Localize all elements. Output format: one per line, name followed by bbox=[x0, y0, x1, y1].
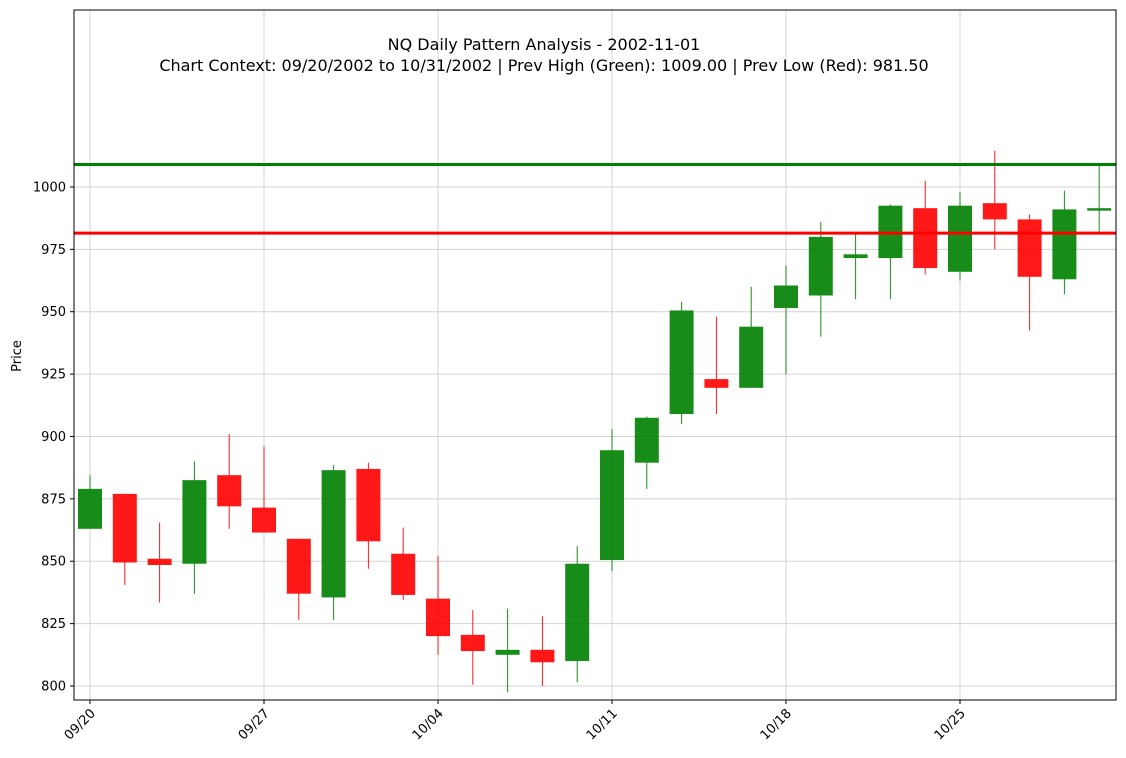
y-tick-label: 850 bbox=[41, 555, 66, 570]
candle bbox=[78, 475, 102, 529]
candle-body bbox=[321, 470, 346, 598]
y-axis: 800 825 850 875 900 925 950 975 1000 bbox=[33, 180, 74, 695]
y-tick-label: 1000 bbox=[33, 180, 66, 195]
x-tick-label: 09/20 bbox=[62, 706, 99, 743]
chart-title: NQ Daily Pattern Analysis - 2002-11-01 bbox=[388, 35, 701, 54]
reference-lines bbox=[74, 163, 1116, 235]
x-axis: 09/20 09/27 10/04 10/11 10/18 10/25 bbox=[62, 700, 969, 743]
candle-body bbox=[739, 326, 764, 388]
chart-subtitle: Chart Context: 09/20/2002 to 10/31/2002 … bbox=[159, 56, 928, 75]
candle-body bbox=[565, 563, 590, 662]
candle-body bbox=[356, 468, 381, 542]
candle bbox=[878, 204, 903, 300]
candle bbox=[634, 416, 659, 489]
y-tick-label: 950 bbox=[41, 305, 66, 320]
candle bbox=[948, 191, 972, 281]
y-tick-label: 800 bbox=[41, 680, 66, 695]
candle-body bbox=[530, 649, 555, 663]
candle-body bbox=[78, 488, 102, 529]
candle bbox=[356, 462, 381, 569]
y-tick-label: 825 bbox=[41, 617, 66, 632]
candle-body bbox=[1052, 209, 1077, 280]
candle bbox=[774, 265, 798, 375]
candle-body bbox=[217, 475, 242, 507]
y-axis-label: Price bbox=[10, 340, 25, 372]
candle bbox=[843, 234, 868, 300]
candle bbox=[321, 465, 346, 620]
x-tick-label: 10/04 bbox=[410, 706, 447, 743]
candle-body bbox=[982, 203, 1007, 220]
candle bbox=[391, 527, 416, 600]
candle bbox=[182, 461, 207, 594]
grid bbox=[74, 10, 1116, 700]
candle-body bbox=[948, 205, 972, 272]
candle-body bbox=[1087, 208, 1112, 211]
plot-frame bbox=[73, 9, 1117, 701]
candle bbox=[669, 301, 694, 425]
candle bbox=[147, 522, 172, 603]
candle bbox=[808, 221, 833, 337]
candle-body bbox=[913, 208, 938, 269]
y-tick-label: 975 bbox=[41, 243, 66, 258]
candle bbox=[530, 616, 555, 686]
candle bbox=[913, 180, 938, 275]
candle bbox=[252, 446, 276, 533]
candle-body bbox=[426, 598, 450, 637]
candle bbox=[286, 538, 311, 620]
candle-body bbox=[669, 310, 694, 415]
candle-body bbox=[843, 254, 868, 259]
candle bbox=[1017, 214, 1042, 331]
y-tick-label: 925 bbox=[41, 368, 66, 383]
candle-body bbox=[704, 379, 729, 388]
x-tick-label: 10/25 bbox=[932, 706, 969, 743]
candle bbox=[565, 546, 590, 683]
candle bbox=[1087, 164, 1112, 234]
candle-body bbox=[460, 634, 485, 652]
candle-body bbox=[112, 493, 137, 563]
candle bbox=[217, 433, 242, 529]
candle-body bbox=[1017, 219, 1042, 277]
candle-body bbox=[182, 480, 207, 564]
candle-body bbox=[252, 507, 276, 533]
y-tick-label: 875 bbox=[41, 492, 66, 507]
candle bbox=[600, 428, 624, 572]
candle bbox=[112, 493, 137, 585]
candle bbox=[739, 286, 764, 388]
x-tick-label: 10/11 bbox=[584, 706, 621, 743]
candle-body bbox=[147, 558, 172, 565]
candle-body bbox=[808, 236, 833, 296]
candle-body bbox=[495, 649, 520, 655]
candle bbox=[426, 556, 450, 655]
candle bbox=[1052, 190, 1077, 295]
candle bbox=[460, 609, 485, 685]
candle-body bbox=[634, 417, 659, 463]
candle-body bbox=[774, 285, 798, 308]
candle bbox=[704, 316, 729, 415]
x-tick-label: 10/18 bbox=[758, 706, 795, 743]
candle bbox=[495, 608, 520, 693]
candle-body bbox=[286, 538, 311, 594]
x-tick-label: 09/27 bbox=[236, 706, 273, 743]
candle-body bbox=[600, 450, 624, 560]
candle-body bbox=[391, 553, 416, 595]
y-tick-label: 900 bbox=[41, 430, 66, 445]
